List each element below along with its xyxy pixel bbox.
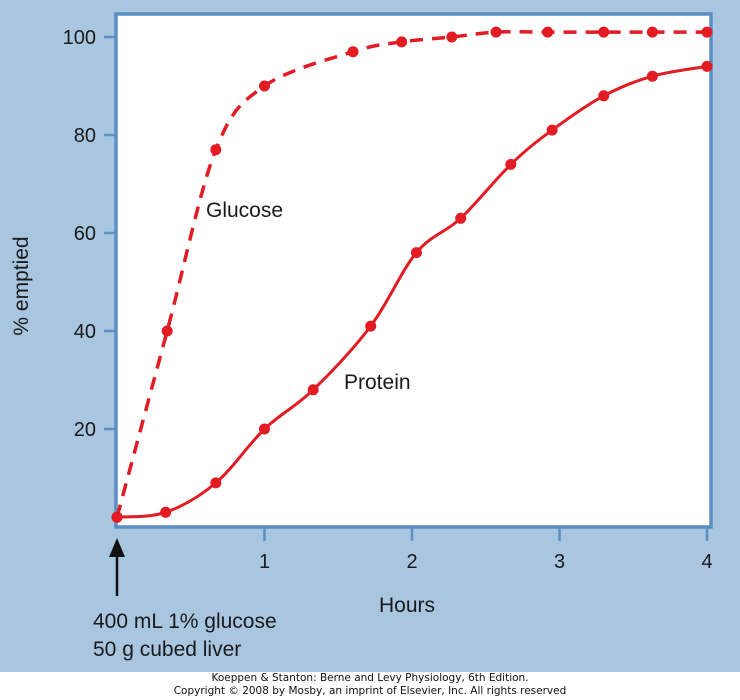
data-point-protein [365,320,377,332]
figure-panel: 20 40 60 80 100 1 2 3 4 Glucose Protein % empti… [0,0,740,672]
series-label-protein: Protein [344,371,411,394]
data-point-glucose [446,31,458,43]
plot-area [114,12,713,529]
y-tick-label: 80 [74,125,96,147]
x-axis-label: Hours [379,594,435,617]
annotation-glucose-dose: 400 mL 1% glucose [93,610,277,633]
data-point-glucose [161,325,173,337]
data-point-protein [210,477,222,489]
x-axis: 1 2 3 4 [259,527,713,573]
series-line-glucose [115,29,707,518]
data-point-glucose [701,26,713,38]
data-point-glucose [542,26,554,38]
y-axis: 20 40 60 80 100 [63,27,116,441]
annotation-liver-dose: 50 g cubed liver [93,638,241,661]
data-point-glucose [210,144,222,156]
data-point-protein [307,384,319,396]
data-points [111,26,713,523]
x-tick-label: 4 [701,551,712,573]
data-point-glucose [598,26,610,38]
line-chart: 20 40 60 80 100 1 2 3 4 Glucose Protein % empti… [10,12,713,661]
start-arrow [109,538,125,596]
data-point-glucose [646,26,658,38]
x-tick-label: 2 [406,551,417,573]
data-point-protein [455,212,467,224]
data-point-protein [598,90,610,102]
data-point-glucose [490,26,502,38]
x-tick-label: 3 [554,551,565,573]
y-axis-label: % emptied [10,236,33,335]
y-tick-label: 60 [74,223,96,245]
y-tick-label: 20 [74,419,96,441]
data-point-protein [701,60,713,72]
credit-line-1: Koeppen & Stanton: Berne and Levy Physio… [211,672,529,684]
data-point-protein [646,70,658,82]
series-label-glucose: Glucose [206,199,283,222]
y-tick-label: 100 [63,27,96,49]
data-point-protein [160,506,172,518]
data-point-protein [546,124,558,136]
data-point-glucose [396,36,408,48]
data-point-protein [111,511,123,523]
data-point-protein [259,423,270,435]
data-point-glucose [347,46,359,58]
credit-line-2: Copyright © 2008 by Mosby, an imprint of… [173,685,567,697]
y-tick-label: 40 [74,321,96,343]
data-point-glucose [259,80,270,92]
data-point-protein [505,158,517,170]
data-point-protein [410,247,422,259]
x-tick-label: 1 [259,551,270,573]
